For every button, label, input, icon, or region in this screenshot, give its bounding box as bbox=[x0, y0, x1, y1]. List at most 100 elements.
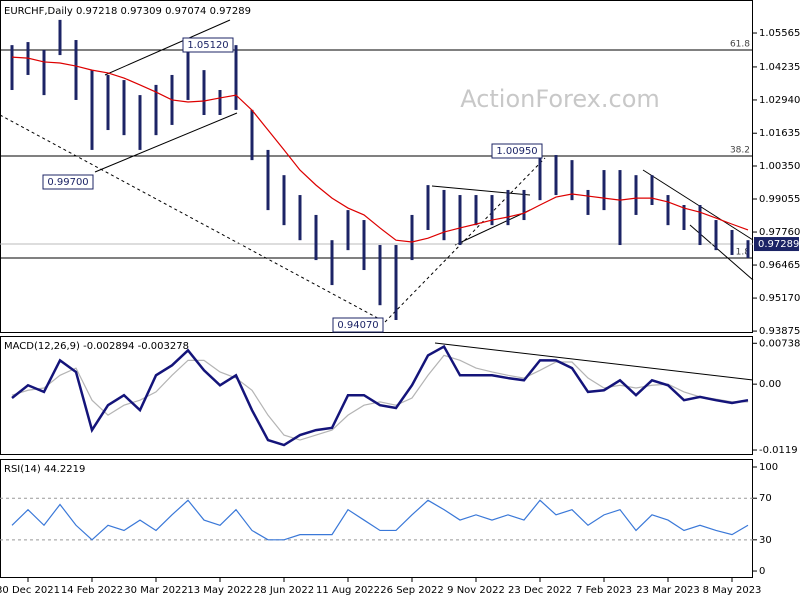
price-bar bbox=[122, 80, 126, 136]
price-bar bbox=[410, 214, 414, 261]
price-bar bbox=[634, 175, 638, 215]
rsi-panel bbox=[0, 459, 753, 578]
price-bar bbox=[714, 220, 718, 251]
price-bar bbox=[698, 205, 702, 246]
price-bar bbox=[138, 95, 142, 150]
x-tick-label: 26 Sep 2022 bbox=[380, 585, 443, 596]
price-bar bbox=[394, 245, 398, 320]
x-tick-label: 13 May 2022 bbox=[187, 585, 252, 596]
annotation-box bbox=[491, 143, 543, 159]
annotation-box bbox=[182, 37, 234, 53]
price-bar bbox=[58, 19, 62, 56]
trend-line bbox=[431, 185, 531, 196]
level-label: 61.8 bbox=[730, 39, 750, 49]
price-bar bbox=[234, 45, 238, 110]
moving-average bbox=[11, 56, 749, 243]
last-price-box bbox=[754, 237, 799, 252]
indicator-line bbox=[11, 499, 749, 541]
x-tick-label: 14 Feb 2022 bbox=[61, 585, 123, 596]
x-tick-label: 30 Dec 2021 bbox=[0, 585, 60, 596]
price-bar bbox=[538, 149, 542, 201]
price-bar bbox=[186, 45, 190, 100]
price-bar bbox=[378, 245, 382, 306]
x-tick-label: 23 Dec 2022 bbox=[508, 585, 572, 596]
annotation: 1.00950 bbox=[496, 146, 537, 157]
price-bar bbox=[522, 189, 526, 221]
price-bar bbox=[506, 189, 510, 226]
y-tick-label: 100 bbox=[759, 462, 778, 473]
trend-line bbox=[0, 114, 386, 323]
price-bar bbox=[266, 149, 270, 211]
y-tick-label: 70 bbox=[759, 493, 772, 504]
price-bar bbox=[426, 185, 430, 230]
x-tick-label: 9 Nov 2022 bbox=[447, 585, 505, 596]
x-tick-label: 28 Jun 2022 bbox=[254, 585, 314, 596]
x-tick-label: 30 Mar 2022 bbox=[124, 585, 187, 596]
price-bar bbox=[74, 40, 78, 100]
y-tick-label: 0.00 bbox=[759, 379, 781, 390]
annotation: 0.94070 bbox=[337, 320, 378, 331]
price-bar bbox=[218, 90, 222, 115]
price-bar bbox=[154, 84, 158, 136]
rsi-title: RSI(14) 44.2219 bbox=[4, 464, 85, 475]
price-bar bbox=[106, 74, 110, 131]
trend-line bbox=[454, 209, 531, 246]
annotation: 0.99700 bbox=[47, 177, 88, 188]
price-bar bbox=[458, 195, 462, 246]
y-tick-label: 0.007384 bbox=[759, 338, 800, 349]
y-tick-label: 0.95170 bbox=[759, 293, 800, 304]
price-bar bbox=[90, 70, 94, 150]
price-bar bbox=[474, 195, 478, 226]
price-bar bbox=[42, 49, 46, 96]
trend-line bbox=[104, 19, 231, 76]
y-tick-label: 0.93875 bbox=[759, 326, 800, 337]
watermark: ActionForex.com bbox=[460, 85, 660, 113]
price-bar bbox=[346, 210, 350, 251]
y-tick-label: 0.97760 bbox=[759, 227, 800, 238]
level-label: 1.8 bbox=[736, 248, 751, 258]
x-tick-label: 7 Feb 2023 bbox=[576, 585, 632, 596]
y-tick-label: 0 bbox=[759, 566, 765, 577]
price-bar bbox=[666, 195, 670, 226]
price-bar bbox=[202, 70, 206, 115]
indicator-line bbox=[11, 354, 748, 441]
price-bar bbox=[442, 189, 446, 241]
price-bar bbox=[250, 109, 254, 161]
price-bar bbox=[282, 175, 286, 226]
price-bar bbox=[10, 45, 14, 91]
y-tick-label: 1.05565 bbox=[759, 28, 800, 39]
trend-line bbox=[642, 169, 754, 241]
annotation-box bbox=[42, 174, 94, 190]
price-title: EURCHF,Daily 0.97218 0.97309 0.97074 0.9… bbox=[4, 6, 251, 17]
trend-line bbox=[94, 112, 238, 173]
x-tick-label: 23 Mar 2023 bbox=[636, 585, 699, 596]
price-bar bbox=[554, 155, 558, 196]
x-tick-label: 8 May 2023 bbox=[703, 585, 762, 596]
annotation: 1.05120 bbox=[187, 40, 228, 51]
y-tick-label: 1.04235 bbox=[759, 62, 800, 73]
price-bar bbox=[746, 240, 750, 259]
y-tick-label: -0.0119 bbox=[759, 445, 798, 456]
y-tick-label: 0.96465 bbox=[759, 260, 800, 271]
price-bar bbox=[490, 195, 494, 226]
y-tick-label: 30 bbox=[759, 535, 772, 546]
price-bar bbox=[586, 189, 590, 215]
x-tick-label: 11 Aug 2022 bbox=[316, 585, 380, 596]
price-bar bbox=[730, 229, 734, 255]
price-bar bbox=[362, 220, 366, 271]
price-bar bbox=[602, 170, 606, 211]
trend-line bbox=[434, 342, 754, 381]
price-bar bbox=[682, 205, 686, 230]
macd-panel bbox=[0, 336, 753, 455]
annotation-box bbox=[332, 317, 384, 333]
price-bar bbox=[570, 160, 574, 201]
y-tick-label: 0.99055 bbox=[759, 194, 800, 205]
price-bar bbox=[330, 240, 334, 286]
price-bar bbox=[618, 170, 622, 246]
y-tick-label: 1.00350 bbox=[759, 161, 800, 172]
level-label: 38.2 bbox=[730, 146, 750, 156]
price-bar bbox=[650, 175, 654, 206]
price-bar bbox=[298, 195, 302, 241]
last-price-label: 0.97289 bbox=[758, 239, 799, 250]
